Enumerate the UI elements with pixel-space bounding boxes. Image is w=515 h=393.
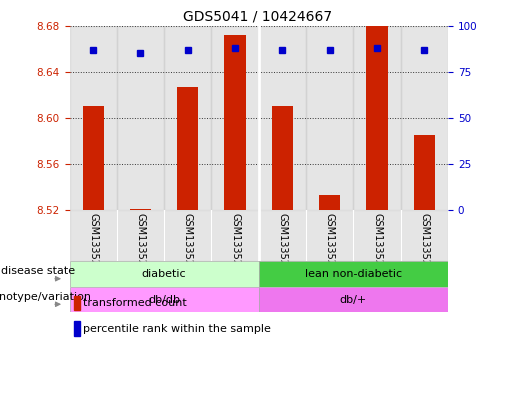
Text: genotype/variation: genotype/variation: [0, 292, 91, 301]
Bar: [82, 107, 104, 210]
Bar: [117, 26, 164, 210]
Text: GDS5041 / 10424667: GDS5041 / 10424667: [183, 10, 332, 24]
Bar: [212, 210, 259, 261]
Bar: [212, 26, 259, 210]
Text: GSM1335288: GSM1335288: [278, 213, 287, 278]
Bar: [272, 107, 293, 210]
Bar: [306, 26, 353, 210]
Bar: [164, 26, 212, 210]
Text: disease state: disease state: [1, 266, 75, 276]
Bar: [164, 210, 212, 261]
Text: db/+: db/+: [340, 295, 367, 305]
Bar: [414, 135, 435, 210]
Bar: [130, 209, 151, 210]
Text: GSM1335286: GSM1335286: [183, 213, 193, 278]
Bar: [401, 210, 448, 261]
Text: GSM1335284: GSM1335284: [88, 213, 98, 278]
Text: GSM1335290: GSM1335290: [372, 213, 382, 278]
Text: transformed count: transformed count: [83, 298, 187, 308]
Bar: [259, 287, 448, 312]
Text: GSM1335289: GSM1335289: [325, 213, 335, 278]
Text: lean non-diabetic: lean non-diabetic: [305, 269, 402, 279]
Text: GSM1335285: GSM1335285: [135, 213, 146, 278]
Bar: [225, 35, 246, 210]
Text: db/db: db/db: [148, 295, 180, 305]
Text: GSM1335287: GSM1335287: [230, 213, 240, 278]
Text: diabetic: diabetic: [142, 269, 186, 279]
Bar: [70, 210, 117, 261]
Bar: [353, 26, 401, 210]
Bar: [259, 261, 448, 287]
Bar: [117, 210, 164, 261]
Bar: [74, 296, 80, 310]
Bar: [401, 26, 448, 210]
Bar: [259, 210, 306, 261]
Bar: [306, 210, 353, 261]
Bar: [177, 87, 198, 210]
Bar: [70, 26, 117, 210]
Bar: [259, 26, 306, 210]
Bar: [353, 210, 401, 261]
Bar: [367, 26, 388, 210]
Bar: [74, 321, 80, 336]
Bar: [70, 261, 259, 287]
Text: GSM1335291: GSM1335291: [419, 213, 430, 278]
Text: percentile rank within the sample: percentile rank within the sample: [83, 323, 271, 334]
Bar: [70, 287, 259, 312]
Bar: [319, 195, 340, 210]
